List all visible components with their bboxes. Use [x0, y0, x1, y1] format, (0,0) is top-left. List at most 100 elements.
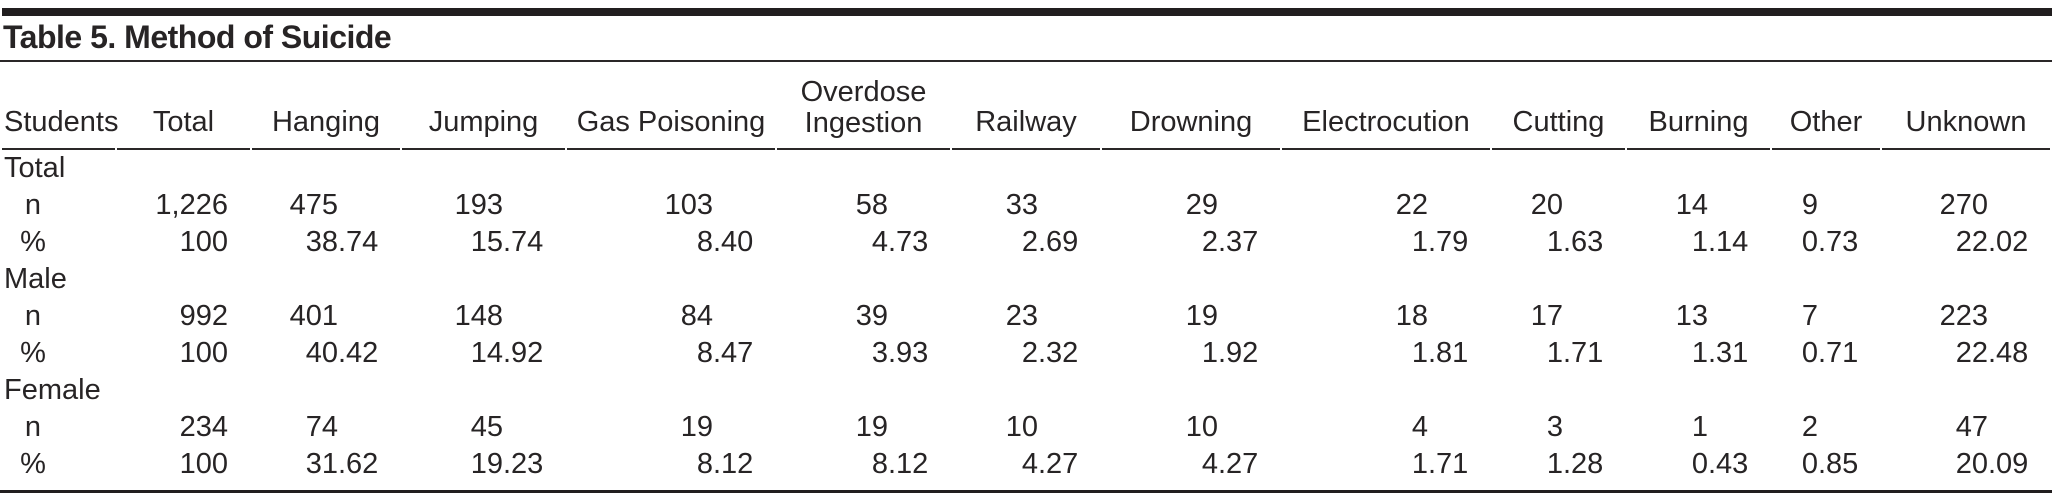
data-row: n 992 401 148 84 39 23 19 18 17 13 7 223	[2, 298, 2050, 335]
title-rule	[0, 60, 2052, 62]
data-row: n 234 74 45 19 19 10 10 4 3 1 2 47	[2, 409, 2050, 446]
value-cell: 13	[1675, 300, 1708, 332]
row-label-cell: %	[2, 335, 115, 372]
value-cell: 84	[680, 300, 713, 332]
value-cell: 223	[1939, 300, 1988, 332]
value-cell: 10	[1005, 411, 1038, 443]
value-cell: 1.28	[1546, 448, 1604, 480]
column-header-gas-poisoning: Gas Poisoning	[567, 64, 775, 150]
group-label-row: Total	[2, 150, 2050, 187]
row-label-cell: %	[2, 446, 115, 483]
value-cell: 7	[1801, 300, 1818, 332]
value-cell: 1.71	[1411, 448, 1469, 480]
value-cell: 33	[1005, 189, 1038, 221]
value-cell: 401	[289, 300, 338, 332]
value-cell: 3.93	[871, 337, 929, 369]
value-cell: 18	[1395, 300, 1428, 332]
value-cell: 22.02	[1955, 226, 2029, 258]
column-header-burning: Burning	[1627, 64, 1770, 150]
value-cell: 103	[664, 189, 713, 221]
data-row: n 1,226 475 193 103 58 33 29 22 20 14 9 270	[2, 187, 2050, 224]
column-header-railway: Railway	[952, 64, 1100, 150]
value-cell: 2.32	[1021, 337, 1079, 369]
data-row: % 100 38.74 15.74 8.40 4.73 2.69 2.37 1.79 1.63 1.…	[2, 224, 2050, 261]
value-cell: 4.27	[1201, 448, 1259, 480]
value-cell: 19.23	[470, 448, 544, 480]
value-cell: 20.09	[1955, 448, 2029, 480]
value-cell: 45	[470, 411, 503, 443]
value-cell: 4	[1411, 411, 1428, 443]
value-cell: 193	[454, 189, 503, 221]
column-header-other: Other	[1772, 64, 1880, 150]
row-label: %	[20, 226, 46, 258]
value-cell: 270	[1939, 189, 1988, 221]
value-cell: 31.62	[305, 448, 379, 480]
value-cell: 1.63	[1546, 226, 1604, 258]
group-label: Total	[4, 152, 66, 184]
table-body: Total n 1,226 475 193 103 58 33 29 22 20 14 9 270% 100…	[2, 150, 2050, 483]
value-cell: 1	[1691, 411, 1708, 443]
data-row: % 100 40.42 14.92 8.47 3.93 2.32 1.92 1.81 1.71 1.…	[2, 335, 2050, 372]
value-cell: 15.74	[470, 226, 544, 258]
column-header-students: Students	[2, 64, 118, 150]
value-cell: 475	[289, 189, 338, 221]
column-header-hanging: Hanging	[252, 64, 400, 150]
value-cell: 29	[1185, 189, 1218, 221]
row-label-cell: n	[2, 187, 115, 224]
table-title: Table 5. Method of Suicide	[3, 19, 392, 55]
value-cell: 19	[1185, 300, 1218, 332]
column-header-unknown: Unknown	[1882, 64, 2050, 150]
value-cell: 14.92	[470, 337, 544, 369]
value-cell: 9	[1801, 189, 1818, 221]
value-cell: 1.92	[1201, 337, 1259, 369]
value-cell: 1.81	[1411, 337, 1469, 369]
value-cell: 3	[1546, 411, 1563, 443]
value-cell: 2	[1801, 411, 1818, 443]
row-label-cell: n	[2, 298, 115, 335]
value-cell: 8.40	[696, 226, 754, 258]
value-cell: 19	[855, 411, 888, 443]
row-label: %	[20, 337, 46, 369]
column-header-jumping: Jumping	[402, 64, 565, 150]
value-cell: 148	[454, 300, 503, 332]
value-cell: 1,226	[155, 189, 228, 221]
group-label: Female	[4, 374, 101, 406]
row-label: n	[24, 411, 42, 443]
value-cell: 100	[179, 226, 228, 258]
value-cell: 992	[179, 300, 228, 332]
value-cell: 2.69	[1021, 226, 1079, 258]
value-cell: 17	[1530, 300, 1563, 332]
value-cell: 39	[855, 300, 888, 332]
bottom-rule	[0, 490, 2052, 493]
value-cell: 4.27	[1021, 448, 1079, 480]
column-header-overdose-ingestion: Overdose Ingestion	[777, 64, 950, 150]
value-cell: 19	[680, 411, 713, 443]
value-cell: 2.37	[1201, 226, 1259, 258]
value-cell: 22.48	[1955, 337, 2029, 369]
value-cell: 1.31	[1691, 337, 1749, 369]
value-cell: 1.79	[1411, 226, 1469, 258]
value-cell: 8.12	[696, 448, 754, 480]
value-cell: 8.12	[871, 448, 929, 480]
value-cell: 0.73	[1801, 226, 1859, 258]
value-cell: 100	[179, 337, 228, 369]
column-header-drowning: Drowning	[1102, 64, 1280, 150]
method-of-suicide-table: Students Total Hanging Jumping Gas Poiso…	[0, 64, 2052, 483]
value-cell: 14	[1675, 189, 1708, 221]
value-cell: 234	[179, 411, 228, 443]
value-cell: 58	[855, 189, 888, 221]
row-label: %	[20, 448, 46, 480]
column-header-electrocution: Electrocution	[1282, 64, 1490, 150]
value-cell: 23	[1005, 300, 1038, 332]
group-label-row: Female	[2, 372, 2050, 409]
value-cell: 100	[179, 448, 228, 480]
header-row: Students Total Hanging Jumping Gas Poiso…	[2, 64, 2050, 150]
data-row: % 100 31.62 19.23 8.12 8.12 4.27 4.27 1.71 1.28 0.…	[2, 446, 2050, 483]
row-label-cell: %	[2, 224, 115, 261]
value-cell: 0.85	[1801, 448, 1859, 480]
value-cell: 1.14	[1691, 226, 1749, 258]
value-cell: 20	[1530, 189, 1563, 221]
column-header-total: Total	[117, 64, 250, 150]
value-cell: 47	[1955, 411, 1988, 443]
